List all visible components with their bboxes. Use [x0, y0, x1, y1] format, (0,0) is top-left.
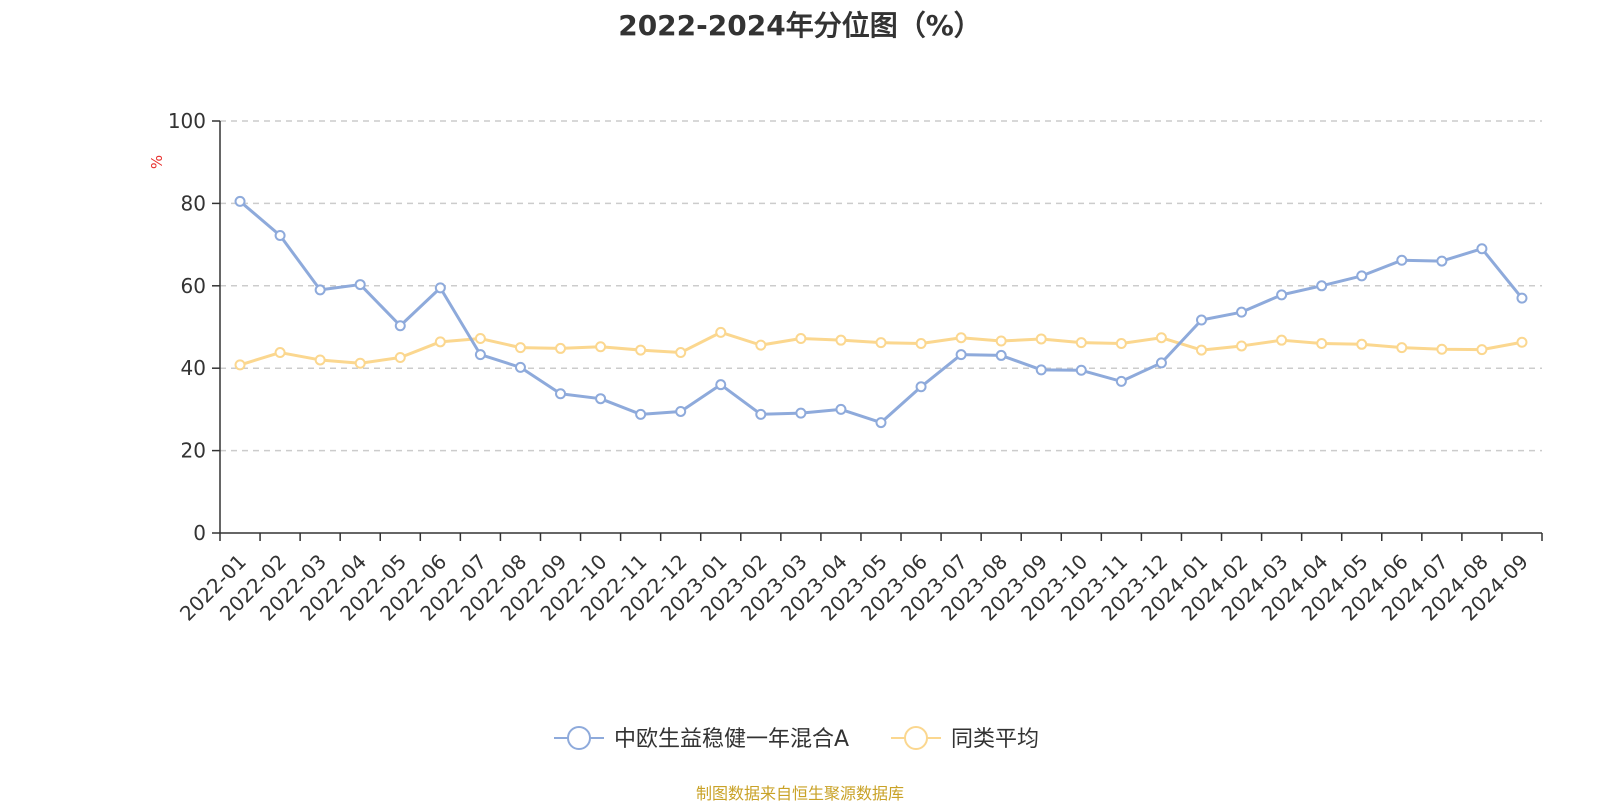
y-tick-label: 80 — [181, 191, 206, 215]
data-point — [1356, 338, 1368, 350]
data-point — [434, 336, 446, 348]
data-point — [274, 230, 286, 242]
data-point — [314, 284, 326, 296]
data-point — [1476, 344, 1488, 356]
data-point — [514, 342, 526, 354]
y-tick-label: 60 — [181, 274, 206, 298]
data-point — [1075, 364, 1087, 376]
data-point — [1236, 306, 1248, 318]
data-point — [635, 344, 647, 356]
data-point — [1516, 336, 1528, 348]
data-point — [1155, 357, 1167, 369]
data-point — [675, 405, 687, 417]
data-point — [234, 359, 246, 371]
data-point — [1316, 280, 1328, 292]
data-point — [715, 326, 727, 338]
data-point — [1436, 255, 1448, 267]
data-point — [474, 333, 486, 345]
gridlines — [220, 120, 1542, 452]
series-line — [238, 199, 1524, 425]
data-point — [1396, 342, 1408, 354]
data-point — [354, 279, 366, 291]
data-point — [635, 408, 647, 420]
data-point — [1356, 270, 1368, 282]
y-tick-label: 0 — [193, 521, 206, 545]
legend-label: 同类平均 — [951, 727, 1039, 752]
data-point — [875, 417, 887, 429]
data-point — [354, 357, 366, 369]
data-point — [1195, 314, 1207, 326]
data-point — [1236, 340, 1248, 352]
data-point — [755, 339, 767, 351]
data-point — [1276, 334, 1288, 346]
data-point — [795, 333, 807, 345]
data-point — [835, 334, 847, 346]
data-point — [835, 403, 847, 415]
data-point — [1195, 344, 1207, 356]
data-point — [955, 332, 967, 344]
data-point — [1035, 333, 1047, 345]
data-point — [1516, 292, 1528, 304]
data-point — [1396, 254, 1408, 266]
data-point — [595, 393, 607, 405]
line-chart: 020406080100%2022-012022-022022-032022-0… — [148, 109, 1543, 752]
data-point — [1155, 332, 1167, 344]
legend-marker — [904, 726, 928, 750]
data-point — [1115, 375, 1127, 387]
data-point — [955, 349, 967, 361]
legend-label: 中欧生益稳健一年混合A — [614, 727, 849, 752]
chart-title: 2022-2024年分位图（%） — [618, 9, 982, 42]
data-point — [1035, 364, 1047, 376]
data-point — [1436, 343, 1448, 355]
data-point — [995, 349, 1007, 361]
data-point — [915, 381, 927, 393]
data-point — [1476, 243, 1488, 255]
data-point — [274, 347, 286, 359]
data-point — [875, 337, 887, 349]
y-tick-label: 100 — [168, 109, 206, 133]
data-point — [675, 347, 687, 359]
data-point — [795, 407, 807, 419]
y-tick-label: 40 — [181, 356, 206, 380]
data-point — [314, 354, 326, 366]
data-point — [434, 282, 446, 294]
y-axis-label: % — [148, 155, 166, 169]
data-point — [995, 335, 1007, 347]
data-point — [394, 320, 406, 332]
data-point — [1075, 337, 1087, 349]
data-point — [1316, 337, 1328, 349]
series-layer — [234, 195, 1528, 429]
legend: 中欧生益稳健一年混合A 同类平均 — [554, 726, 1039, 752]
legend-marker — [567, 726, 591, 750]
data-point — [595, 341, 607, 353]
data-point — [755, 408, 767, 420]
y-tick-label: 20 — [181, 439, 206, 463]
data-point — [715, 379, 727, 391]
data-point — [514, 361, 526, 373]
data-point — [1115, 337, 1127, 349]
data-point — [915, 337, 927, 349]
data-point — [234, 195, 246, 207]
data-point — [1276, 289, 1288, 301]
source-note: 制图数据来自恒生聚源数据库 — [695, 784, 904, 803]
data-point — [555, 342, 567, 354]
data-point — [474, 349, 486, 361]
data-point — [394, 351, 406, 363]
data-point — [555, 388, 567, 400]
